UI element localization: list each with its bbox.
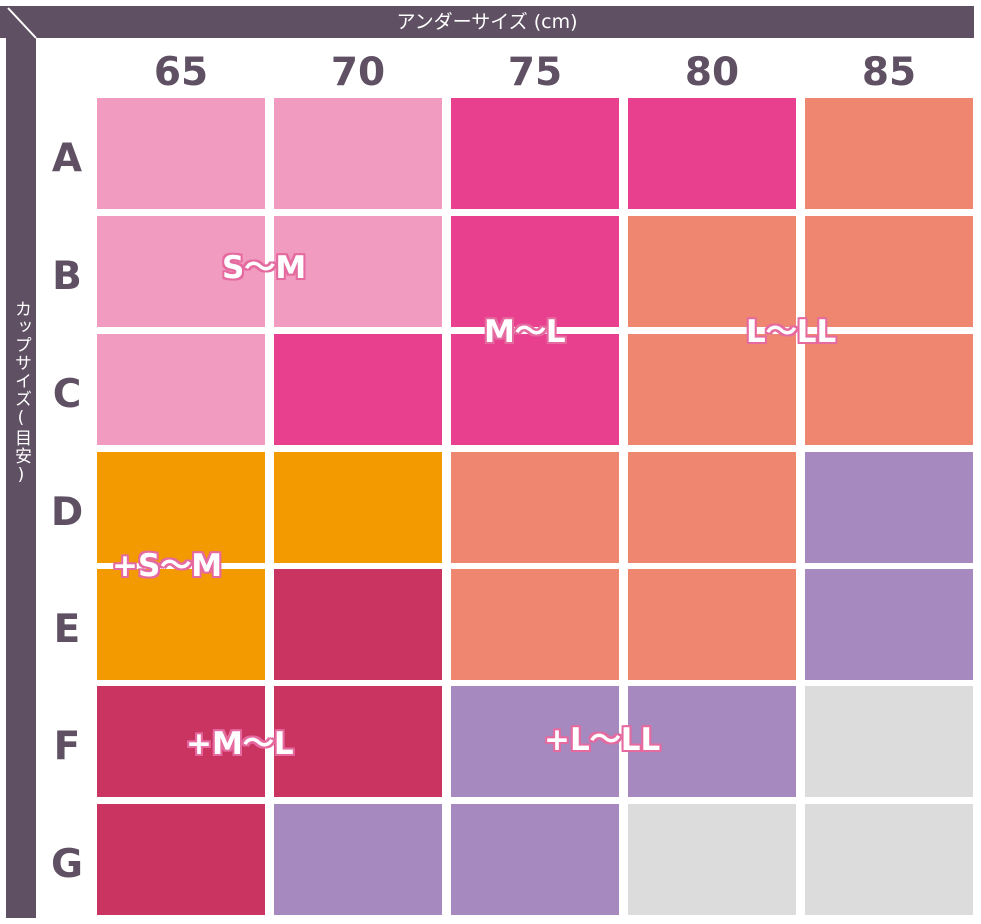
column-label-70: 70 (330, 50, 386, 95)
row-label-C: C (52, 372, 82, 417)
cell-F-65 (97, 686, 265, 797)
cell-A-85 (805, 98, 973, 209)
cell-E-75 (451, 569, 619, 680)
column-label-80: 80 (684, 50, 740, 95)
cell-B-70 (274, 216, 442, 327)
cell-F-70 (274, 686, 442, 797)
cell-C-65 (97, 334, 265, 445)
corner-notch (6, 6, 37, 39)
zone-label-5: +M〜L (186, 726, 294, 762)
zone-label-3: L〜LL (746, 314, 837, 350)
cell-C-80 (628, 334, 796, 445)
cell-F-75 (451, 686, 619, 797)
cell-G-85 (805, 804, 973, 915)
cell-C-75 (451, 334, 619, 445)
cell-G-75 (451, 804, 619, 915)
cup-size-header-band (6, 6, 36, 918)
row-label-D: D (50, 490, 84, 535)
cell-A-75 (451, 98, 619, 209)
cell-D-75 (451, 452, 619, 563)
cell-F-85 (805, 686, 973, 797)
cell-F-80 (628, 686, 796, 797)
cell-A-80 (628, 98, 796, 209)
zone-label-1: S〜M (222, 250, 307, 286)
cell-D-80 (628, 452, 796, 563)
row-label-B: B (52, 254, 82, 299)
zone-label-4: +S〜M (112, 548, 223, 584)
cell-B-80 (628, 216, 796, 327)
cell-C-85 (805, 334, 973, 445)
cell-E-85 (805, 569, 973, 680)
cell-G-80 (628, 804, 796, 915)
cell-G-65 (97, 804, 265, 915)
zone-label-2: M〜L (484, 314, 566, 350)
row-label-F: F (53, 724, 81, 769)
cup-size-title: カップサイズ(目安) (11, 300, 31, 486)
column-label-75: 75 (507, 50, 563, 95)
cell-E-80 (628, 569, 796, 680)
cell-B-65 (97, 216, 265, 327)
under-size-title: アンダーサイズ (cm) (396, 11, 578, 33)
cell-B-75 (451, 216, 619, 327)
cell-D-85 (805, 452, 973, 563)
cell-G-70 (274, 804, 442, 915)
cell-D-65 (97, 452, 265, 563)
column-label-85: 85 (861, 50, 917, 95)
row-label-E: E (53, 607, 81, 652)
cell-A-65 (97, 98, 265, 209)
cell-A-70 (274, 98, 442, 209)
cell-E-70 (274, 569, 442, 680)
row-label-A: A (51, 136, 83, 181)
cell-D-70 (274, 452, 442, 563)
cell-C-70 (274, 334, 442, 445)
under-size-header-band (0, 6, 974, 38)
cell-E-65 (97, 569, 265, 680)
row-label-G: G (50, 842, 83, 887)
column-label-65: 65 (153, 50, 209, 95)
zone-label-6: +L〜LL (544, 722, 661, 758)
cell-B-85 (805, 216, 973, 327)
